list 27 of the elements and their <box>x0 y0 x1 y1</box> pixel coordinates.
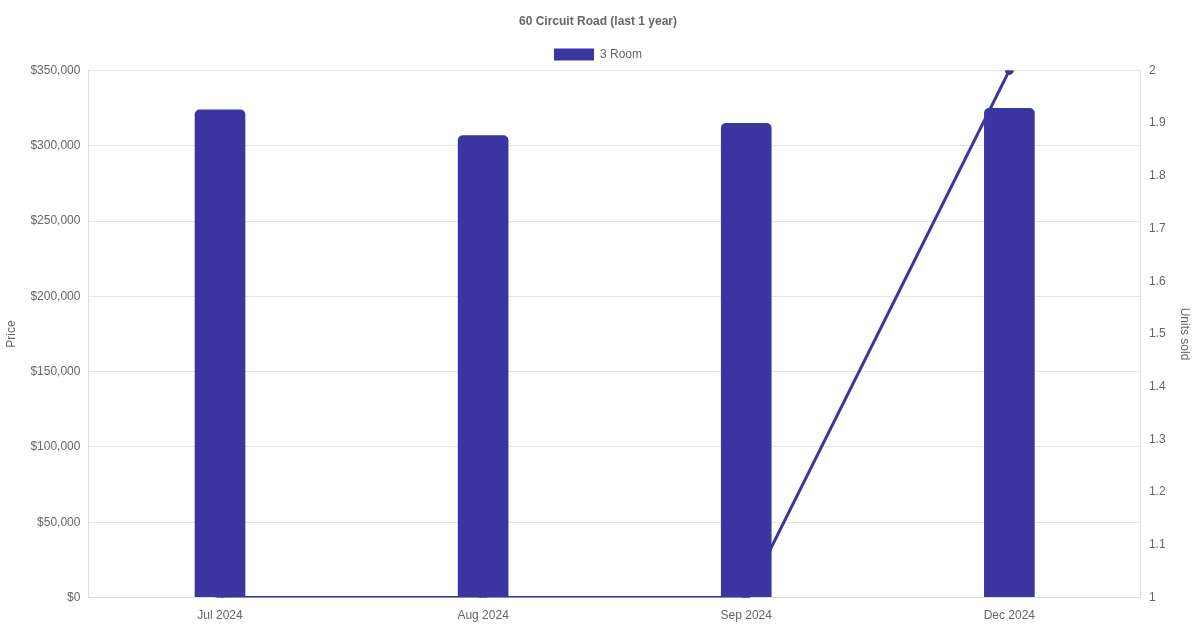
y-tick-label: $100,000 <box>30 439 81 454</box>
y-tick-label: $150,000 <box>30 363 81 378</box>
y2-tick-label: 1.4 <box>1148 379 1166 394</box>
y2-tick-label: 1 <box>1148 589 1156 604</box>
x-tick-label: Dec 2024 <box>983 608 1036 623</box>
y-tick-label: $250,000 <box>30 213 81 228</box>
x-tick-label: Aug 2024 <box>457 608 510 623</box>
y-tick-label: $350,000 <box>30 62 81 77</box>
y2-tick-label: 1.1 <box>1148 537 1166 552</box>
x-tick-label: Jul 2024 <box>197 608 244 623</box>
y-tick-label: $200,000 <box>30 288 81 303</box>
y-tick-label: $0 <box>67 589 81 604</box>
y2-axis-title: Units sold <box>1178 307 1193 361</box>
chart-title: 60 Circuit Road (last 1 year) <box>518 13 678 28</box>
y2-tick-label: 1.9 <box>1148 115 1166 130</box>
y2-tick-label: 1.3 <box>1148 431 1166 446</box>
y-tick-label: $300,000 <box>30 138 81 153</box>
y-tick-label: $50,000 <box>37 514 81 529</box>
y2-tick-label: 1.5 <box>1148 326 1166 341</box>
y2-tick-label: 1.7 <box>1148 220 1166 235</box>
y2-tick-label: 1.6 <box>1148 273 1166 288</box>
x-tick-label: Sep 2024 <box>720 608 773 623</box>
legend-label: 3 Room <box>599 46 643 61</box>
y2-tick-label: 1.2 <box>1148 484 1166 499</box>
y2-tick-label: 1.8 <box>1148 168 1166 183</box>
y-axis-title: Price <box>3 320 18 348</box>
y2-tick-label: 2 <box>1148 62 1156 77</box>
